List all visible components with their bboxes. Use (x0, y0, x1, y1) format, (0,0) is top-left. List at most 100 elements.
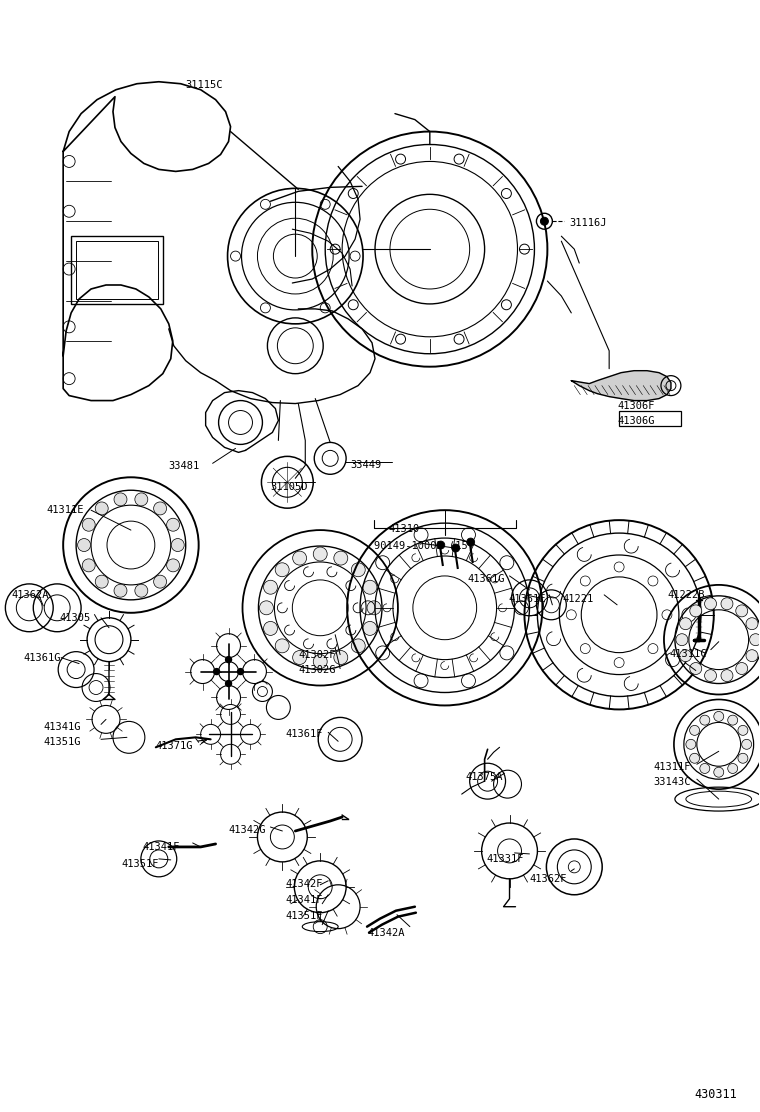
Text: 90149-10002 (15): 90149-10002 (15) (374, 540, 474, 550)
Text: 41351F: 41351F (285, 911, 323, 921)
Circle shape (689, 725, 699, 735)
Text: 41305: 41305 (59, 613, 90, 623)
Bar (76, 241, 158, 299)
Text: 41306F: 41306F (617, 400, 654, 410)
Circle shape (728, 764, 738, 774)
Circle shape (540, 217, 549, 226)
Circle shape (738, 725, 748, 735)
Circle shape (293, 651, 306, 665)
Circle shape (676, 634, 688, 646)
Circle shape (714, 767, 724, 777)
Circle shape (467, 538, 475, 546)
Circle shape (736, 605, 748, 617)
Text: 33449: 33449 (350, 460, 382, 470)
Circle shape (313, 655, 328, 668)
Text: 41311C: 41311C (670, 648, 708, 658)
Circle shape (135, 584, 147, 597)
Text: 41311F: 41311F (653, 762, 691, 772)
Circle shape (689, 753, 699, 763)
Circle shape (114, 493, 127, 506)
Circle shape (363, 622, 377, 635)
Circle shape (238, 668, 243, 675)
Text: 41375A: 41375A (466, 772, 503, 782)
Circle shape (95, 502, 108, 515)
Circle shape (95, 575, 108, 588)
Circle shape (334, 651, 348, 665)
Text: 41361G: 41361G (467, 574, 505, 584)
Text: 41302F: 41302F (298, 649, 336, 659)
Text: 41351F: 41351F (121, 858, 158, 868)
Circle shape (679, 618, 692, 629)
Text: 41221: 41221 (562, 594, 594, 604)
Circle shape (686, 739, 696, 749)
Circle shape (700, 715, 710, 725)
Circle shape (679, 649, 692, 662)
Circle shape (226, 681, 232, 686)
Text: 33481: 33481 (169, 461, 200, 471)
Circle shape (264, 580, 277, 594)
Text: 430311: 430311 (694, 1088, 736, 1101)
Text: 41331F: 41331F (486, 854, 524, 864)
Circle shape (367, 600, 381, 615)
Text: 41222B: 41222B (667, 589, 705, 599)
Circle shape (690, 605, 701, 617)
Circle shape (728, 715, 738, 725)
Circle shape (259, 600, 274, 615)
Text: 31116J: 31116J (569, 218, 606, 228)
Circle shape (275, 563, 289, 577)
Text: 33143C: 33143C (653, 777, 691, 787)
Text: 31115C: 31115C (185, 80, 223, 90)
Circle shape (264, 622, 277, 635)
Circle shape (334, 552, 348, 565)
Text: 41361G: 41361G (24, 653, 61, 663)
Circle shape (437, 542, 445, 549)
Circle shape (166, 518, 179, 532)
Circle shape (154, 575, 166, 588)
Text: 41341F: 41341F (143, 842, 180, 852)
Text: 41342A: 41342A (367, 927, 404, 937)
Text: 41351G: 41351G (43, 737, 81, 747)
Circle shape (135, 493, 147, 506)
Circle shape (738, 753, 748, 763)
Circle shape (82, 559, 95, 572)
Circle shape (690, 663, 701, 675)
Text: 41362F: 41362F (530, 874, 567, 884)
Circle shape (736, 663, 748, 675)
Circle shape (721, 669, 733, 682)
Circle shape (700, 764, 710, 774)
Circle shape (742, 739, 752, 749)
Text: 31105D: 31105D (271, 483, 308, 493)
Circle shape (749, 634, 760, 646)
Circle shape (721, 598, 733, 609)
Circle shape (351, 639, 366, 653)
Circle shape (746, 618, 758, 629)
Circle shape (363, 580, 377, 594)
Circle shape (313, 547, 328, 560)
Circle shape (166, 559, 179, 572)
Circle shape (78, 538, 90, 552)
Circle shape (293, 552, 306, 565)
Text: 41361E: 41361E (508, 594, 546, 604)
Text: 41310: 41310 (388, 524, 420, 534)
Circle shape (705, 598, 717, 609)
Text: 41342F: 41342F (285, 878, 323, 888)
Circle shape (154, 502, 166, 515)
Text: 41341F: 41341F (285, 895, 323, 905)
Text: 41361F: 41361F (285, 729, 323, 739)
Circle shape (351, 563, 366, 577)
Text: 41311E: 41311E (46, 505, 84, 515)
Text: 41342G: 41342G (229, 825, 266, 835)
Bar (619, 410, 681, 427)
Polygon shape (572, 370, 671, 400)
Circle shape (746, 649, 758, 662)
Circle shape (705, 669, 717, 682)
Circle shape (275, 639, 289, 653)
Bar (71, 236, 163, 304)
Circle shape (82, 518, 95, 532)
Circle shape (451, 544, 460, 552)
Circle shape (214, 668, 220, 675)
Text: 41302G: 41302G (298, 665, 336, 675)
Text: 41371G: 41371G (156, 742, 193, 752)
Circle shape (114, 584, 127, 597)
Circle shape (226, 656, 232, 663)
